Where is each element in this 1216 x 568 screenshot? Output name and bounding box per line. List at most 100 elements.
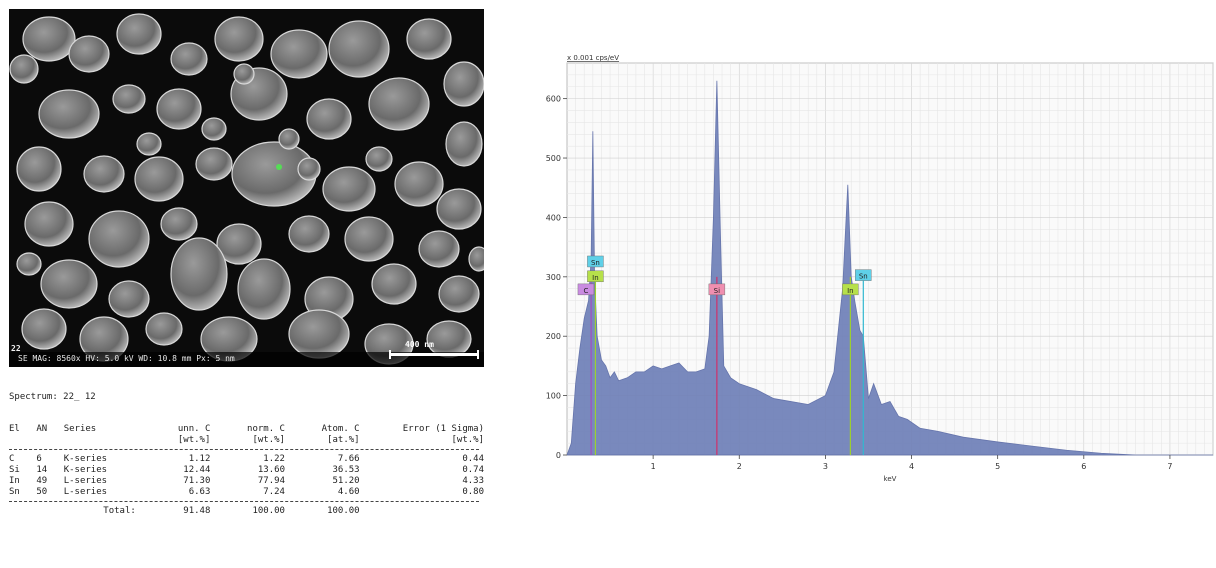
y-tick-label: 300: [546, 273, 561, 282]
table-cell: 51.20: [332, 476, 360, 486]
sem-particle: [270, 29, 328, 79]
table-total-row: Total: 91.48 100.00 100.00: [9, 506, 484, 517]
sem-particle: [371, 263, 417, 305]
table-cell: Error (1 Sigma): [402, 424, 484, 434]
sem-particle: [306, 98, 352, 140]
table-cell: Si: [9, 465, 20, 475]
table-cell: El: [9, 424, 20, 434]
sem-particle: [134, 156, 184, 202]
x-tick-label: 7: [1167, 462, 1172, 471]
table-cell: 14: [36, 465, 48, 475]
table-cell: Atom. C: [321, 424, 360, 434]
sem-particle: [344, 216, 394, 262]
sem-info-line: SE MAG: 8560x HV: 5.0 kV WD: 10.8 mm Px:…: [18, 354, 235, 363]
peak-label-box: [708, 283, 726, 296]
table-cell: K-series: [63, 465, 108, 475]
sem-particle: [288, 309, 350, 359]
sem-particle: [438, 275, 480, 313]
table-cell: 77.94: [257, 476, 285, 486]
peak-label: Si: [714, 287, 720, 295]
sem-particle: [156, 88, 202, 130]
table-cell: [36, 435, 63, 446]
table-header-row: El AN Series unn. C norm. C Atom. C Error (1 S…: [9, 424, 484, 435]
table-divider: [9, 501, 479, 502]
sem-particle: [288, 215, 330, 253]
x-tick-label: 4: [909, 462, 914, 471]
peak-label-box: [842, 283, 859, 296]
table-cell: norm. C: [247, 424, 285, 434]
spectrum-title: Spectrum: 22_ 12: [9, 392, 96, 402]
x-axis-label: keV: [884, 475, 897, 483]
table-cell: [at.%]: [327, 435, 360, 445]
sem-particle: [445, 121, 483, 167]
peak-label: Sn: [591, 259, 600, 267]
table-cell: 12.44: [183, 465, 211, 475]
table-cell: [wt.%]: [252, 435, 285, 445]
spectrum-area: [566, 80, 1213, 456]
table-cell: C: [9, 454, 15, 464]
sem-particle: [16, 146, 62, 192]
x-tick-label: 1: [651, 462, 656, 471]
table-row: C 6 K-series 1.12 1.22 7.66 0.44: [9, 454, 484, 465]
sem-particle: [170, 237, 228, 311]
sem-particle: [322, 166, 376, 212]
peak-label: C: [584, 287, 589, 295]
particle-image: [9, 13, 484, 367]
y-tick-label: 0: [556, 451, 561, 460]
sem-particle: [24, 201, 74, 247]
sem-particle: [418, 230, 460, 268]
sem-particle: [436, 188, 482, 230]
table-cell: unn. C: [177, 424, 211, 434]
table-cell: In: [9, 476, 20, 486]
sem-micrograph: 22 400 nm SE MAG: 8560x HV: 5.0 kV WD: 1…: [9, 9, 484, 367]
sem-particle: [468, 246, 484, 272]
sem-particle: [365, 146, 393, 172]
sem-particle: [233, 63, 255, 85]
peak-label-box: [855, 269, 872, 281]
total-value: 100.00: [327, 506, 360, 516]
y-tick-label: 500: [546, 154, 561, 163]
sem-particle: [136, 132, 162, 156]
y-tick-label: 100: [546, 392, 561, 401]
table-cell: 49: [36, 476, 48, 486]
table-row: Sn 50 L-series 6.63 7.24 4.60 0.80: [9, 487, 484, 498]
table-cell: 6: [36, 454, 42, 464]
eds-quant-table: El AN Series unn. C norm. C Atom. C Error (1 S…: [9, 424, 484, 517]
chart-title: x 0.001 cps/eV: [567, 54, 619, 62]
x-tick-label: 5: [995, 462, 1000, 471]
table-cell: 0.74: [462, 465, 484, 475]
y-tick-label: 200: [546, 332, 561, 341]
sem-particle: [16, 252, 42, 276]
x-tick-label: 2: [737, 462, 742, 471]
table-cell: [9, 435, 36, 446]
sem-particle: [443, 61, 484, 107]
scale-bar-label: 400 nm: [405, 340, 434, 349]
table-cell: 71.30: [183, 476, 211, 486]
peak-label-box: [587, 270, 604, 283]
sem-particle: [112, 84, 146, 114]
sem-particle: [297, 157, 321, 181]
table-cell: 4.60: [337, 487, 360, 497]
x-tick-label: 6: [1081, 462, 1086, 471]
sem-particle: [195, 147, 233, 181]
sem-particle: [406, 18, 452, 60]
y-tick-label: 400: [546, 213, 561, 222]
table-cell: 0.80: [462, 487, 484, 497]
table-cell: 1.12: [188, 454, 211, 464]
sem-particle: [38, 89, 100, 139]
table-row: In 49 L-series 71.30 77.94 51.20 4.33: [9, 476, 484, 487]
peak-label-box: [577, 283, 595, 296]
table-cell: [wt.%]: [451, 435, 484, 445]
table-cell: [wt.%]: [177, 435, 211, 445]
table-cell: 50: [36, 487, 48, 497]
sem-particle: [9, 54, 39, 84]
table-units-row: [wt.%] [wt.%] [at.%] [wt.%]: [9, 435, 484, 446]
sem-particle: [22, 16, 76, 62]
table-cell: 4.33: [462, 476, 484, 486]
sem-particle: [83, 155, 125, 193]
table-cell: 36.53: [332, 465, 360, 475]
spectrum-spot-marker: [276, 164, 282, 170]
x-tick-label: 3: [823, 462, 828, 471]
peak-label: In: [592, 274, 599, 282]
peak-label: Sn: [859, 273, 868, 281]
